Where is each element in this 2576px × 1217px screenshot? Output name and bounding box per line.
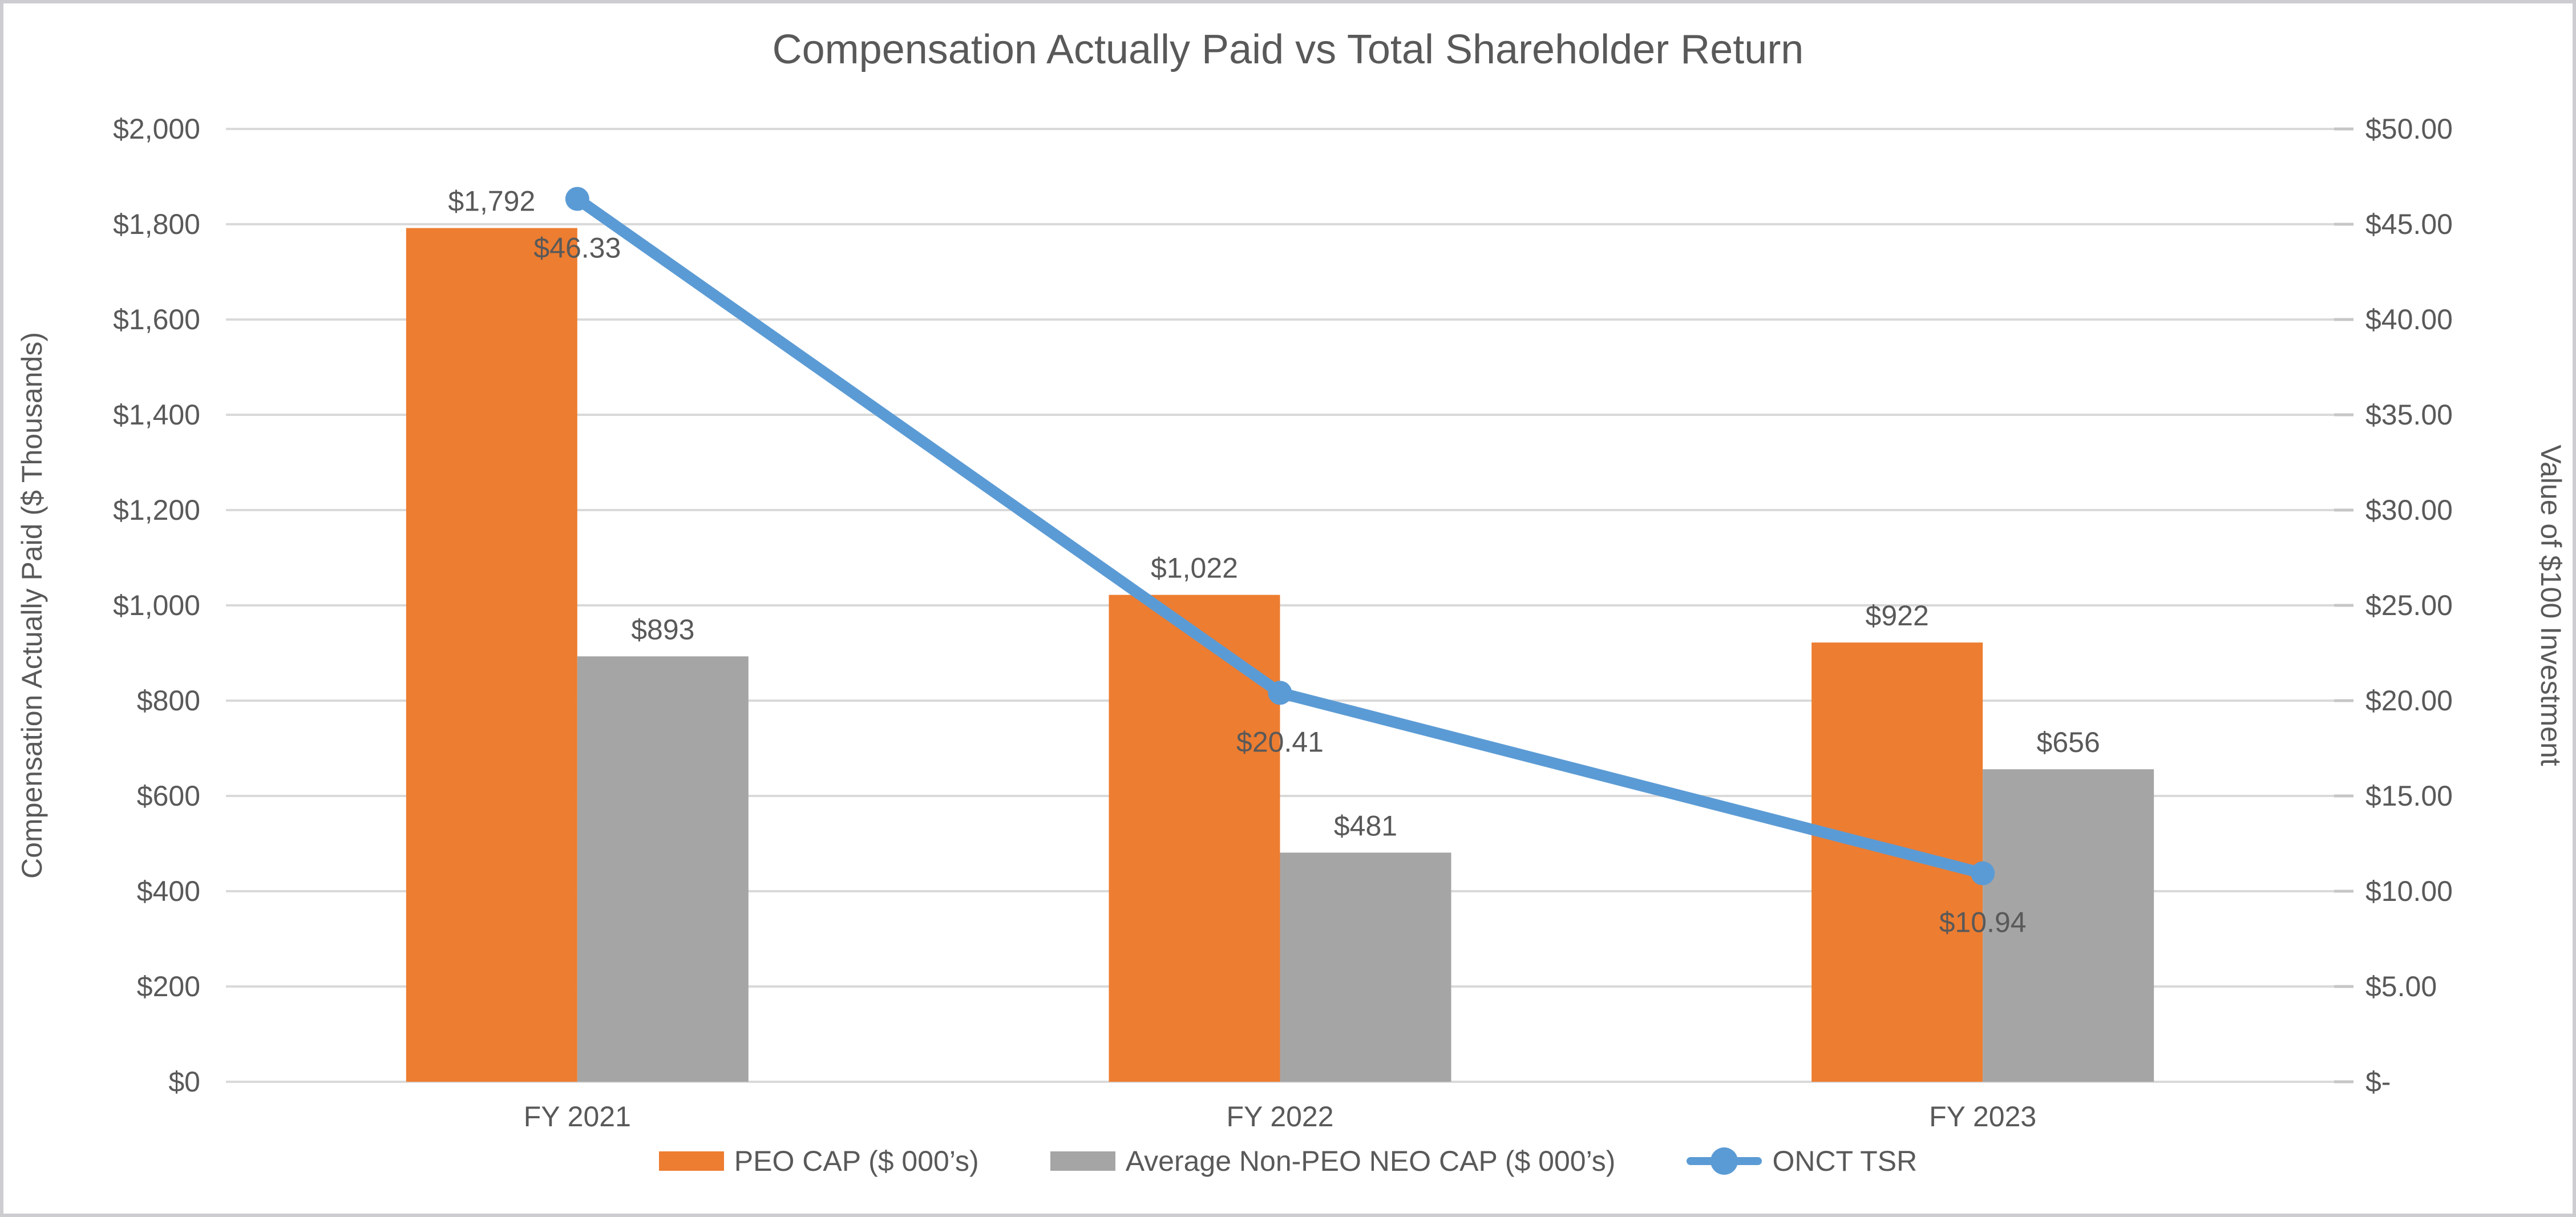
right-axis-tick-label: $50.00 bbox=[2365, 113, 2453, 145]
left-axis-tick-label: $1,400 bbox=[113, 399, 200, 431]
tsr-point-marker bbox=[565, 187, 589, 211]
left-axis-tick-label: $1,000 bbox=[113, 589, 200, 621]
legend-label-avg-non-peo: Average Non-PEO NEO CAP ($ 000’s) bbox=[1125, 1145, 1616, 1177]
bar-data-label: $1,022 bbox=[1151, 552, 1238, 584]
legend-label-onct-tsr: ONCT TSR bbox=[1772, 1145, 1918, 1177]
right-axis-tick-label: $25.00 bbox=[2365, 589, 2453, 621]
chart-title: Compensation Actually Paid vs Total Shar… bbox=[772, 27, 1804, 72]
left-axis-tick-label: $800 bbox=[137, 685, 200, 717]
plot-area: $0 $- $200 $5.00 $400 $10.00 $600 $15.00 $800 $20… bbox=[113, 113, 2453, 1133]
legend-label-peo-cap: PEO CAP ($ 000’s) bbox=[734, 1145, 979, 1177]
bar-data-label: $656 bbox=[2037, 726, 2100, 758]
bar-data-label: $922 bbox=[1866, 600, 1929, 632]
avg-non-peo-swatch-icon bbox=[1050, 1151, 1115, 1171]
right-axis-tick-label: $40.00 bbox=[2365, 304, 2453, 335]
left-axis-tick-label: $1,600 bbox=[113, 304, 200, 335]
left-axis-tick-label: $200 bbox=[137, 971, 200, 1002]
legend: PEO CAP ($ 000’s) Average Non-PEO NEO CA… bbox=[3, 1145, 2573, 1178]
x-axis-label: FY 2021 bbox=[524, 1101, 631, 1133]
right-axis-tick-label: $10.00 bbox=[2365, 875, 2453, 907]
peo-cap-swatch-icon bbox=[658, 1151, 724, 1171]
right-axis-tick-label: $35.00 bbox=[2365, 399, 2453, 431]
legend-line-dot bbox=[1710, 1147, 1738, 1175]
left-axis-tick-label: $2,000 bbox=[113, 113, 200, 145]
left-axis-tick-label: $0 bbox=[168, 1066, 200, 1098]
right-axis-tick-label: $15.00 bbox=[2365, 780, 2453, 812]
left-axis-tick-label: $600 bbox=[137, 780, 200, 812]
right-axis-tick-label: $5.00 bbox=[2365, 971, 2437, 1002]
left-axis-tick-label: $1,200 bbox=[113, 494, 200, 526]
line-data-label: $46.33 bbox=[533, 232, 621, 264]
right-axis-tick-label: $- bbox=[2365, 1066, 2391, 1098]
bar-data-label: $481 bbox=[1334, 810, 1397, 842]
onct-tsr-line-marker-icon bbox=[1687, 1147, 1762, 1175]
bar-avg-non-peo-fy-2022 bbox=[1280, 852, 1451, 1082]
legend-item-onct-tsr: ONCT TSR bbox=[1687, 1145, 1917, 1178]
bar-data-label: $1,792 bbox=[448, 185, 535, 217]
x-axis-label: FY 2023 bbox=[1929, 1101, 2036, 1133]
tsr-point-marker bbox=[1268, 681, 1292, 705]
left-axis-tick-label: $1,800 bbox=[113, 208, 200, 240]
bar-avg-non-peo-fy-2021 bbox=[577, 656, 749, 1082]
tsr-point-marker bbox=[1971, 861, 1995, 886]
line-data-label: $10.94 bbox=[1939, 907, 2027, 939]
x-axis-label: FY 2022 bbox=[1226, 1101, 1333, 1133]
left-axis-tick-label: $400 bbox=[137, 875, 200, 907]
line-data-label: $20.41 bbox=[1236, 726, 1324, 758]
bar-peo-cap-fy-2021 bbox=[406, 228, 577, 1082]
right-axis-tick-label: $20.00 bbox=[2365, 685, 2453, 717]
right-axis-tick-label: $45.00 bbox=[2365, 208, 2453, 240]
right-axis-tick-label: $30.00 bbox=[2365, 494, 2453, 526]
bar-avg-non-peo-fy-2023 bbox=[1983, 769, 2154, 1082]
bar-data-label: $893 bbox=[631, 613, 694, 645]
legend-item-peo-cap: PEO CAP ($ 000’s) bbox=[658, 1145, 979, 1178]
legend-item-avg-non-peo: Average Non-PEO NEO CAP ($ 000’s) bbox=[1050, 1145, 1616, 1178]
